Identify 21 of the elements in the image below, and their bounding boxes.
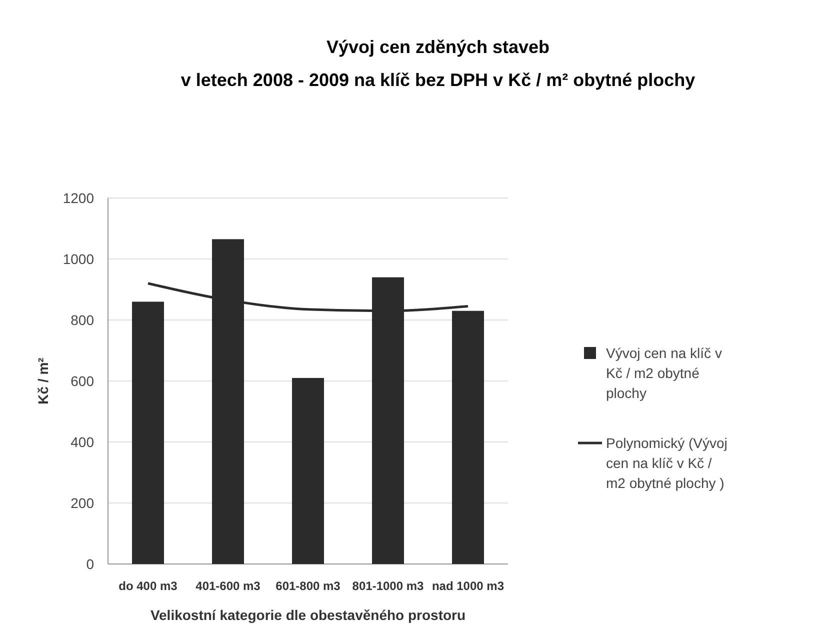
x-axis-title: Velikostní kategorie dle obestavěného prostoru: [150, 607, 466, 623]
y-tick-label: 0: [86, 556, 94, 572]
chart-subtitle: v letech 2008 - 2009 na klíč bez DPH v Kč / m² obytné plochy: [180, 70, 696, 90]
y-tick-label: 200: [70, 495, 94, 511]
x-tick-label: 401-600 m3: [196, 579, 261, 593]
y-tick-label: 1200: [62, 190, 94, 206]
y-axis-title: Kč / m²: [35, 357, 51, 404]
y-tick-label: 600: [70, 373, 94, 389]
x-tick-label: 801-1000 m3: [352, 579, 424, 593]
y-tick-label: 400: [70, 434, 94, 450]
y-tick-label: 800: [70, 312, 94, 328]
bar: [292, 378, 324, 564]
x-tick-label: 601-800 m3: [276, 579, 341, 593]
chart-title: Vývoj cen zděných staveb: [326, 37, 550, 57]
legend-label: Polynomický (Vývoj cen na klíč v Kč / m2 obytné plochy ): [606, 435, 728, 491]
x-tick-label: nad 1000 m3: [432, 579, 504, 593]
y-tick-label: 1000: [62, 251, 94, 267]
bar: [452, 310, 484, 564]
legend-label: Vývoj cen na klíč v Kč / m2 obytné plochy: [606, 345, 722, 401]
bar: [132, 302, 164, 564]
x-tick-label: do 400 m3: [118, 579, 178, 593]
